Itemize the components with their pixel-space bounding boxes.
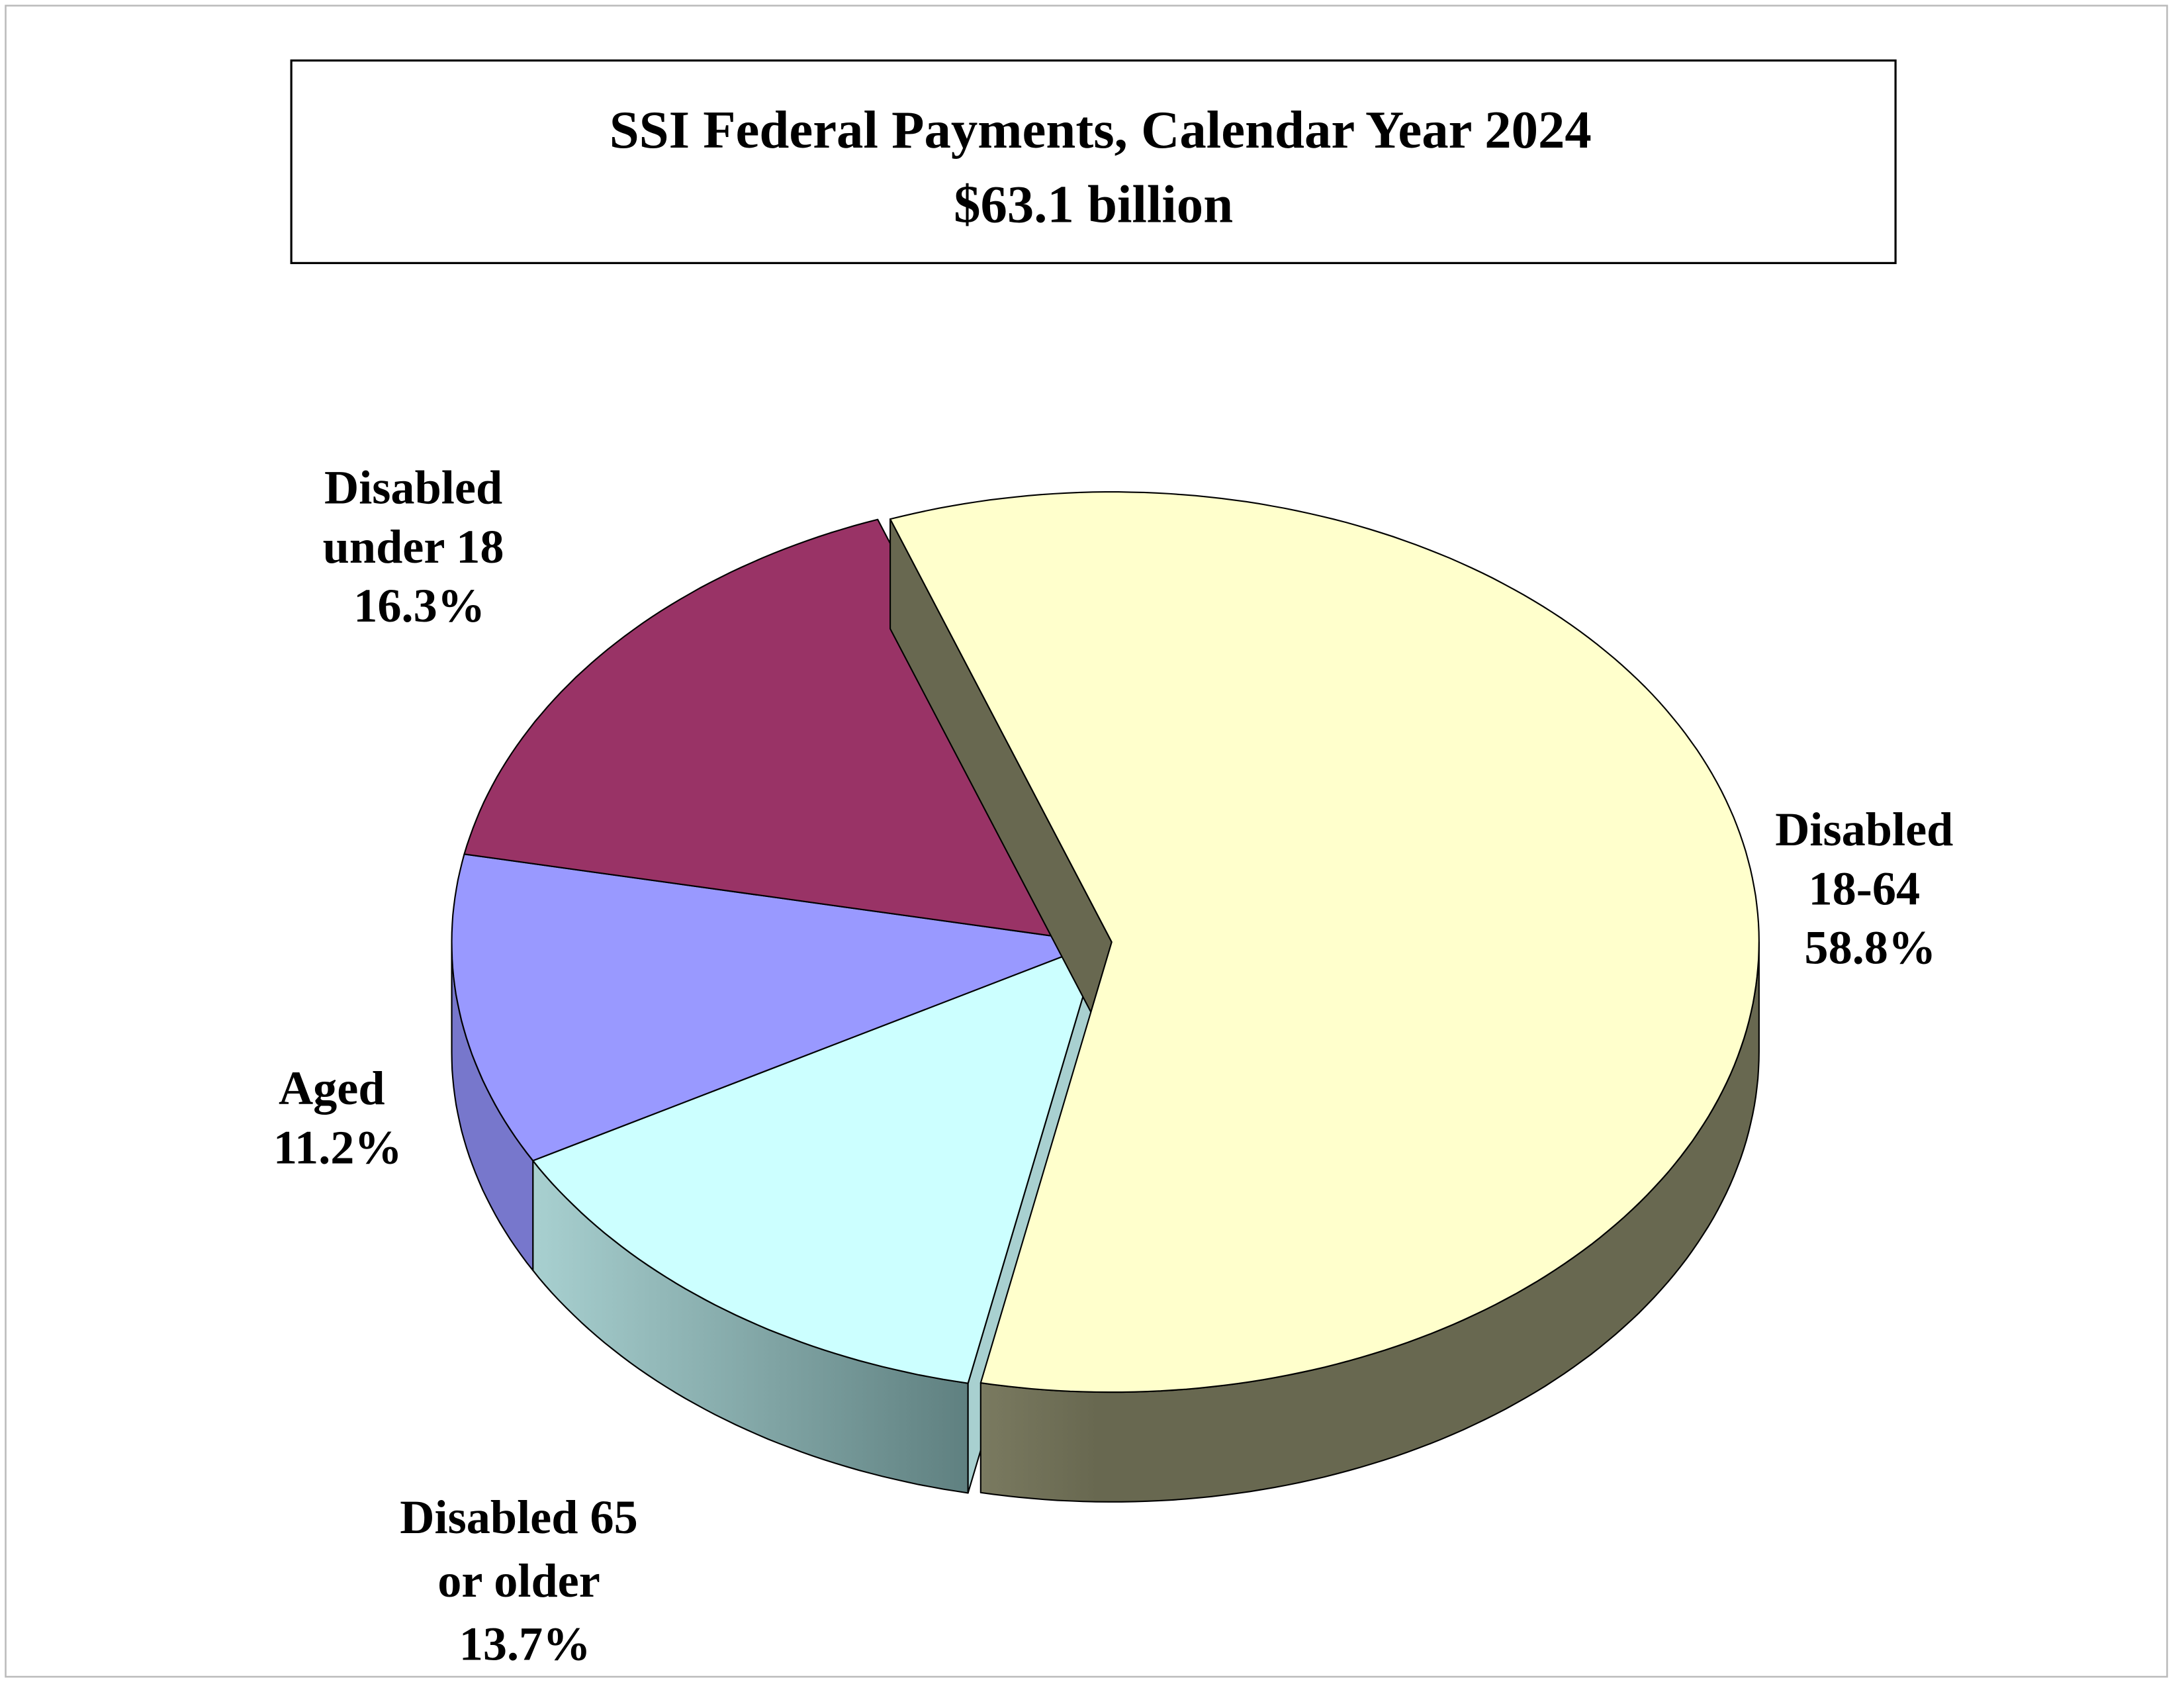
slice-label-aged: Aged 11.2%: [273, 1062, 402, 1174]
chart-border: [5, 5, 2168, 1678]
slice-disabled-65-or-older: [532, 941, 1100, 1384]
slice-label-18-64: Disabled 18-64 58.8%: [1775, 803, 1965, 974]
slice-label-65-older: Disabled 65 or older 13.7%: [400, 1491, 650, 1670]
slice-aged: [451, 853, 1100, 1162]
pie-slices: [451, 491, 1760, 1503]
slice-disabled-under-18: [463, 518, 1100, 943]
slice-label-under18: Disabled under 18 16.3%: [323, 461, 516, 632]
chart-subtitle: $63.1 billion: [954, 175, 1233, 234]
chart-title: SSI Federal Payments, Calendar Year 2024: [610, 101, 1592, 160]
title-box: [290, 59, 1897, 264]
slice-disabled-18-64: [889, 491, 1760, 1393]
